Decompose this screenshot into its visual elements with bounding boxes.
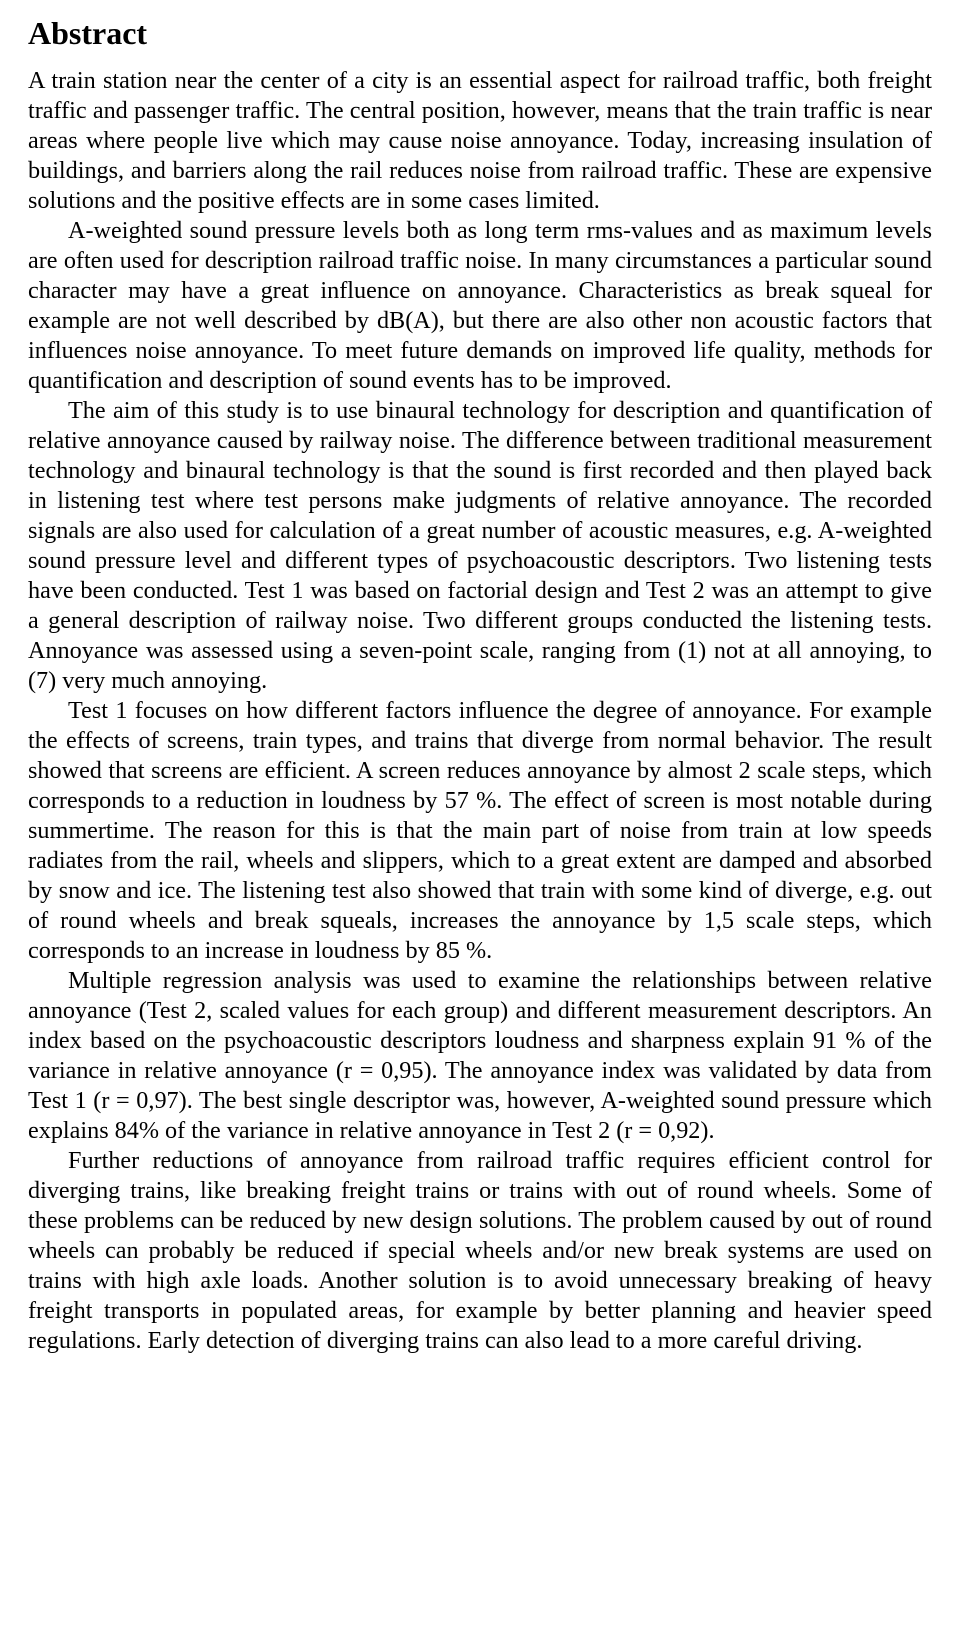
paragraph-3: The aim of this study is to use binaural… [28,396,932,696]
paragraph-4: Test 1 focuses on how different factors … [28,696,932,966]
paragraph-2: A-weighted sound pressure levels both as… [28,216,932,396]
paragraph-1: A train station near the center of a cit… [28,66,932,216]
document-page: Abstract A train station near the center… [0,0,960,1384]
paragraph-6: Further reductions of annoyance from rai… [28,1146,932,1356]
abstract-heading: Abstract [28,14,932,52]
paragraph-5: Multiple regression analysis was used to… [28,966,932,1146]
